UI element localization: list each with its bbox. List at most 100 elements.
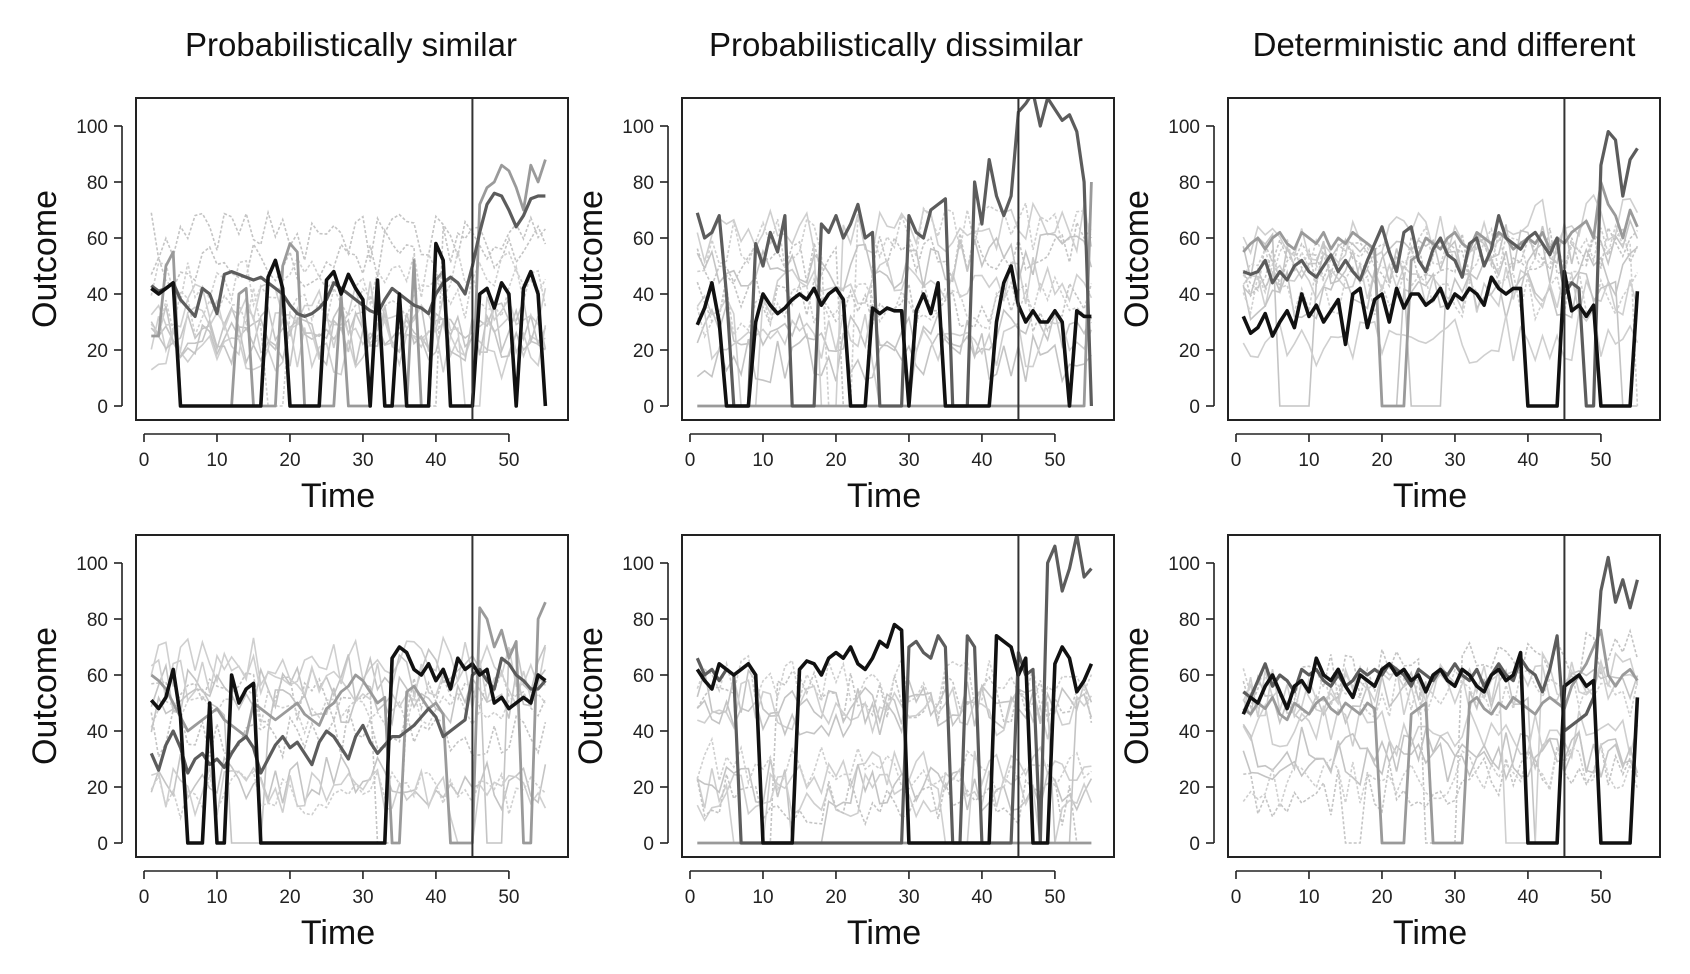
x-tick-label: 50 xyxy=(1044,887,1065,908)
x-tick-label: 0 xyxy=(685,450,696,471)
y-tick-label: 0 xyxy=(643,397,654,418)
series-line-black xyxy=(695,622,1094,845)
x-tick-label: 30 xyxy=(352,887,373,908)
column-title-2: Probabilistically dissimilar xyxy=(709,26,1083,63)
x-tick-label: 50 xyxy=(1590,450,1611,471)
x-tick-label: 30 xyxy=(1444,887,1465,908)
background-series-line xyxy=(151,669,547,844)
x-axis: 0 10 20 30 40 50 Time xyxy=(139,433,519,515)
y-tick-label: 0 xyxy=(1189,834,1200,855)
y-tick-label: 100 xyxy=(76,117,108,138)
background-series-line xyxy=(150,209,547,262)
x-axis-label: Time xyxy=(847,914,921,952)
plot-frame xyxy=(681,534,1115,858)
series-line-dark xyxy=(149,656,547,775)
x-tick-label: 30 xyxy=(352,450,373,471)
series-line-dark xyxy=(1242,130,1639,408)
series-line-gray xyxy=(697,181,1093,408)
background-series-line xyxy=(150,313,547,367)
x-tick-label: 0 xyxy=(1231,887,1242,908)
y-tick-label: 20 xyxy=(87,341,108,362)
x-tick-label: 50 xyxy=(1044,450,1065,471)
series-line-black xyxy=(150,241,548,408)
x-tick-label: 20 xyxy=(279,450,300,471)
y-tick-label: 80 xyxy=(633,610,654,631)
series-line-black xyxy=(1241,269,1640,408)
series-line-black xyxy=(695,264,1092,408)
x-tick-label: 10 xyxy=(752,887,773,908)
y-axis-label: Outcome xyxy=(1118,627,1156,765)
x-axis-label: Time xyxy=(1393,477,1467,515)
background-series-line xyxy=(150,250,547,308)
x-axis: 0 10 20 30 40 50 Time xyxy=(685,433,1065,515)
plot-frame xyxy=(681,97,1115,421)
x-axis: 0 10 20 30 40 50 Time xyxy=(1231,870,1611,952)
x-tick-label: 30 xyxy=(898,887,919,908)
background-series-line xyxy=(696,275,1092,339)
series-line-gray xyxy=(150,601,547,845)
y-tick-label: 80 xyxy=(87,173,108,194)
y-tick-label: 20 xyxy=(1179,341,1200,362)
x-axis: 0 10 20 30 40 50 Time xyxy=(685,870,1065,952)
background-series-line xyxy=(696,668,1093,731)
background-series-line xyxy=(1242,650,1639,844)
plot-frame xyxy=(1227,534,1661,858)
y-tick-label: 60 xyxy=(1179,229,1200,250)
background-series-line xyxy=(1242,743,1639,808)
plot-frame xyxy=(135,97,569,421)
x-tick-label: 0 xyxy=(139,450,150,471)
background-series-line xyxy=(1242,668,1639,844)
background-series-line xyxy=(696,774,1092,844)
background-series-line xyxy=(150,281,547,407)
x-tick-label: 30 xyxy=(898,450,919,471)
y-tick-label: 100 xyxy=(1168,117,1200,138)
background-series-line xyxy=(1242,193,1639,264)
column-title-1: Probabilistically similar xyxy=(185,26,517,63)
x-tick-label: 10 xyxy=(206,887,227,908)
panel-5: 0 20 40 60 80 100 Outcome 0 10 20 30 40 50 Time xyxy=(572,534,1115,952)
y-axis-label: Outcome xyxy=(1118,190,1156,328)
series-line-dark xyxy=(150,191,546,318)
background-series-line xyxy=(1242,226,1639,298)
x-tick-label: 40 xyxy=(1517,450,1538,471)
background-series-line xyxy=(696,332,1093,384)
plot-frame xyxy=(135,534,569,858)
x-tick-label: 20 xyxy=(279,887,300,908)
y-axis: 0 20 40 60 80 100 Outcome xyxy=(1118,554,1215,855)
y-tick-label: 20 xyxy=(633,778,654,799)
background-series-line xyxy=(696,273,1093,335)
y-tick-label: 0 xyxy=(97,834,108,855)
plot-area xyxy=(150,159,548,408)
x-tick-label: 10 xyxy=(752,450,773,471)
y-tick-label: 80 xyxy=(1179,610,1200,631)
y-tick-label: 80 xyxy=(1179,173,1200,194)
y-axis-label: Outcome xyxy=(572,627,610,765)
y-axis: 0 20 40 60 80 100 Outcome xyxy=(26,117,123,418)
x-tick-label: 20 xyxy=(825,887,846,908)
y-tick-label: 100 xyxy=(622,554,654,575)
x-tick-label: 30 xyxy=(1444,450,1465,471)
background-series-line xyxy=(1242,223,1639,407)
series-line-dark xyxy=(695,98,1093,408)
y-tick-label: 40 xyxy=(87,722,108,743)
series-line-black xyxy=(149,645,547,845)
y-axis: 0 20 40 60 80 100 Outcome xyxy=(572,117,669,418)
y-tick-label: 80 xyxy=(633,173,654,194)
y-axis-label: Outcome xyxy=(26,627,64,765)
background-series-line xyxy=(696,736,1092,793)
y-tick-label: 0 xyxy=(643,834,654,855)
panel-2: 0 20 40 60 80 100 Outcome 0 10 20 30 40 50 Time xyxy=(572,97,1115,515)
x-tick-label: 0 xyxy=(685,887,696,908)
series-line-black xyxy=(1241,650,1640,845)
x-tick-label: 0 xyxy=(1231,450,1242,471)
y-axis: 0 20 40 60 80 100 Outcome xyxy=(572,554,669,855)
column-title-3: Deterministic and different xyxy=(1253,26,1636,63)
y-tick-label: 100 xyxy=(622,117,654,138)
plot-area xyxy=(1241,130,1640,408)
x-tick-label: 40 xyxy=(1517,887,1538,908)
y-axis-label: Outcome xyxy=(572,190,610,328)
y-tick-label: 20 xyxy=(87,778,108,799)
